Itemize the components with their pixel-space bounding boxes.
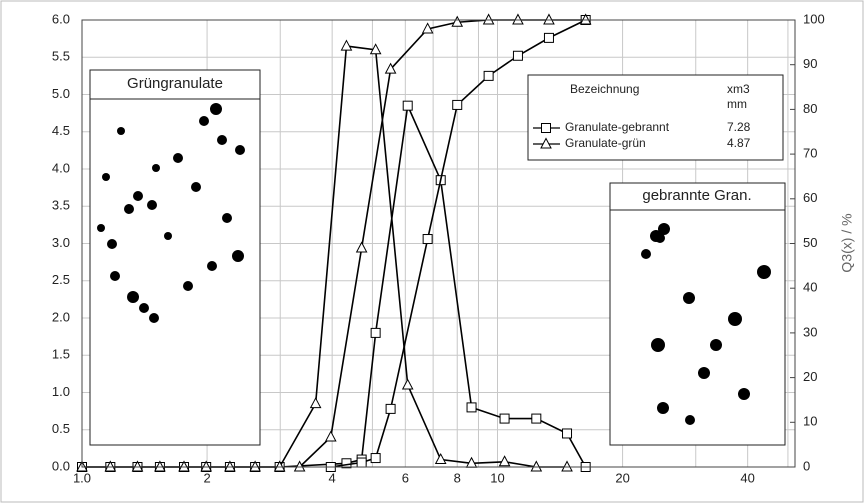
- marker: [512, 13, 524, 25]
- marker: [543, 32, 554, 43]
- marker: [401, 378, 414, 390]
- marker: [224, 460, 236, 472]
- marker: [178, 460, 190, 472]
- x-tick-label: 1.0: [73, 470, 91, 485]
- marker: [104, 460, 117, 472]
- marker: [293, 460, 306, 472]
- y2-axis-label: Q3(x) / %: [839, 213, 855, 272]
- y-tick-label: 0.0: [52, 458, 70, 473]
- inset-image: Grüngranulate: [89, 69, 261, 446]
- marker: [370, 327, 381, 338]
- marker: [340, 39, 353, 51]
- marker: [466, 402, 477, 413]
- legend-value: 7.28: [727, 120, 751, 134]
- y2-tick-label: 20: [803, 369, 817, 384]
- marker: [369, 43, 382, 55]
- y2-tick-label: 90: [803, 56, 817, 71]
- marker: [562, 428, 573, 439]
- marker: [370, 453, 381, 464]
- legend-label: Granulate-grün: [565, 136, 646, 150]
- marker: [579, 13, 592, 25]
- legend-unit: mm: [727, 97, 747, 111]
- marker: [421, 22, 434, 34]
- inset-title: gebrannte Gran.: [642, 187, 751, 204]
- y-tick-label: 2.5: [52, 272, 70, 287]
- granules: [97, 103, 245, 323]
- marker: [356, 457, 367, 468]
- legend: Bezeichnung xm3 mm: [527, 74, 784, 161]
- x-tick-label: 4: [329, 470, 336, 485]
- y-tick-label: 3.0: [52, 235, 70, 250]
- legend-header: Bezeichnung: [570, 82, 639, 96]
- plot-border: [81, 19, 796, 468]
- y2-tick-label: 70: [803, 146, 817, 161]
- y-tick-label: 1.5: [52, 347, 70, 362]
- marker: [131, 460, 144, 472]
- marker: [324, 430, 337, 442]
- x-tick-label: 2: [203, 470, 210, 485]
- marker: [384, 62, 397, 74]
- marker: [499, 413, 510, 424]
- y-tick-label: 2.0: [52, 309, 70, 324]
- legend-marker: [541, 123, 551, 133]
- y-tick-label: 4.0: [52, 160, 70, 175]
- y2-tick-label: 100: [803, 11, 825, 26]
- marker: [451, 15, 464, 27]
- y2-tick-label: 50: [803, 235, 817, 250]
- y-tick-label: 0.5: [52, 421, 70, 436]
- marker: [434, 452, 447, 465]
- marker: [530, 460, 543, 472]
- granules: [641, 223, 771, 425]
- marker: [561, 460, 573, 472]
- marker: [483, 70, 494, 81]
- y-tick-label: 5.0: [52, 86, 70, 101]
- x-tick-label: 40: [740, 470, 754, 485]
- x-tick-label: 8: [454, 470, 461, 485]
- y-tick-label: 3.5: [52, 198, 70, 213]
- marker: [385, 403, 396, 414]
- y-tick-label: 6.0: [52, 11, 70, 26]
- inset-box: [609, 182, 786, 446]
- marker: [422, 234, 433, 245]
- y2-tick-label: 60: [803, 190, 817, 205]
- legend-value: 4.87: [727, 136, 751, 150]
- legend-column: xm3: [727, 82, 750, 96]
- legend-box: [527, 74, 784, 161]
- marker: [402, 100, 413, 111]
- marker: [273, 460, 286, 472]
- inset-title: Grüngranulate: [127, 75, 223, 92]
- marker: [249, 460, 261, 472]
- legend-label: Granulate-gebrannt: [565, 120, 670, 134]
- y-tick-label: 4.5: [52, 123, 70, 138]
- y2-tick-label: 0: [803, 458, 810, 473]
- y2-tick-label: 30: [803, 324, 817, 339]
- inset-image: gebrannte Gran.: [609, 182, 786, 446]
- series-line: [330, 19, 587, 468]
- marker: [154, 460, 166, 472]
- y-tick-label: 5.5: [52, 49, 70, 64]
- marker: [341, 458, 352, 469]
- legend-marker: [540, 137, 552, 149]
- y2-tick-label: 10: [803, 414, 817, 429]
- marker: [355, 241, 368, 253]
- marker: [309, 397, 322, 409]
- x-tick-label: 10: [490, 470, 504, 485]
- marker: [452, 99, 463, 110]
- y-tick-label: 1.0: [52, 384, 70, 399]
- marker: [512, 50, 523, 61]
- marker: [482, 13, 495, 25]
- y2-tick-label: 40: [803, 280, 817, 295]
- marker: [543, 13, 555, 25]
- marker: [498, 455, 511, 467]
- x-tick-label: 20: [615, 470, 629, 485]
- y2-tick-label: 80: [803, 101, 817, 116]
- marker: [200, 460, 213, 472]
- marker: [531, 413, 542, 424]
- x-tick-label: 6: [402, 470, 409, 485]
